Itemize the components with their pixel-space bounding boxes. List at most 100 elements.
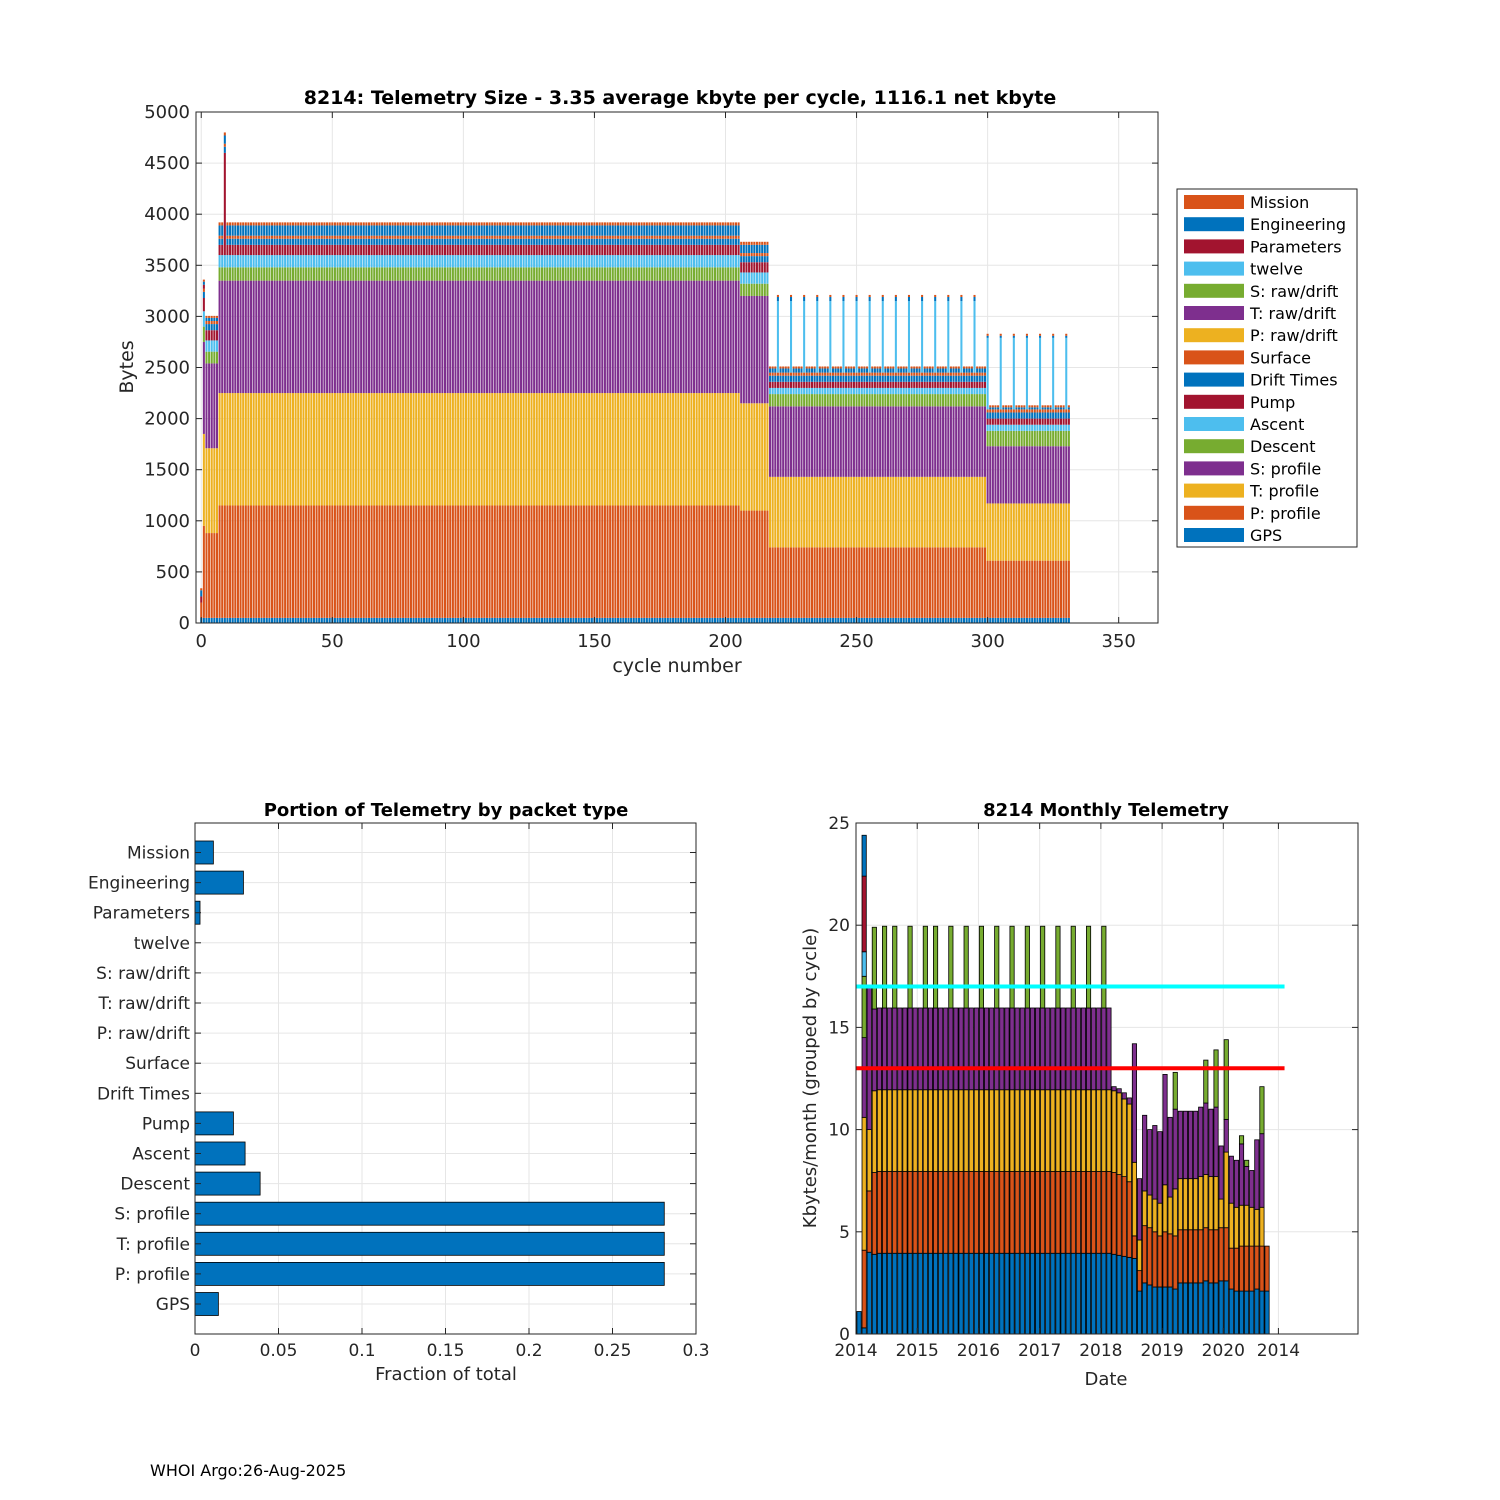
c1-bar-segment: [727, 238, 730, 245]
c1-bar-segment: [236, 617, 239, 623]
c1-bar-segment: [635, 505, 638, 618]
c1-bar-segment: [973, 387, 976, 395]
c1-bar-segment: [635, 255, 638, 268]
c1-bar-segment: [902, 381, 905, 388]
c1-bar-segment: [449, 267, 452, 281]
c1-bar-segment: [682, 222, 685, 226]
c1-bar-segment: [496, 255, 499, 268]
c1-bar-segment: [362, 255, 365, 268]
c1-bar-segment: [323, 235, 326, 239]
c3-bar-segment: [866, 986, 872, 1131]
c1-bar-segment: [763, 256, 766, 263]
c1-bar-segment: [713, 505, 717, 618]
c1-bar-segment: [391, 280, 394, 394]
c1-bar-segment: [824, 368, 827, 373]
c1-bar-segment: [1012, 409, 1015, 413]
c1-bar-segment: [525, 225, 528, 236]
c1-bar-segment: [1046, 430, 1049, 447]
c1-bar-segment: [886, 368, 890, 373]
c1-bar-segment: [1002, 560, 1005, 618]
c1-bar-segment: [509, 222, 512, 226]
c1-bar-segment: [242, 225, 245, 236]
c1-bar-segment: [986, 446, 989, 504]
c1-bar-segment: [491, 505, 494, 618]
c1-bar-segment: [755, 256, 758, 263]
c1-bar-segment: [934, 394, 937, 407]
c3-bar-segment: [953, 1252, 959, 1335]
c1-bar-segment: [291, 244, 295, 256]
c1-bar-segment: [485, 238, 488, 245]
c3-bar-segment: [1157, 1235, 1163, 1288]
c1-bar-segment: [669, 235, 672, 239]
c3-bar-segment: [1238, 1143, 1245, 1206]
c1-bar-segment: [341, 267, 344, 281]
c1-bar-segment: [596, 267, 599, 281]
c1-bar-segment: [598, 505, 601, 618]
c2-bar: [194, 1231, 665, 1256]
c1-bar-segment: [693, 505, 696, 618]
c1-bar-segment: [252, 505, 255, 618]
c1-bar-segment: [963, 372, 966, 376]
c3-bar-segment: [1075, 1171, 1081, 1254]
c1-bar-segment: [1052, 409, 1055, 413]
c1-bar-segment: [936, 372, 939, 376]
c1-bar-segment: [1057, 418, 1060, 425]
c1-bar-segment: [742, 244, 745, 254]
c1-bar-segment: [1062, 412, 1065, 419]
c1-bar-segment: [457, 505, 460, 618]
c1-bar-segment: [268, 393, 271, 506]
c1-bar-segment: [360, 235, 363, 239]
c1-bar-segment: [1031, 430, 1034, 447]
c1-bar-segment: [564, 222, 567, 226]
c1-bar-segment: [627, 238, 630, 245]
c1-bar-segment: [939, 368, 942, 373]
c1-bar-segment: [375, 617, 378, 623]
c1-bar-segment: [260, 244, 263, 256]
c1-bar-segment: [761, 272, 764, 284]
c1-bar-segment: [776, 381, 779, 388]
c1-bar-segment: [462, 255, 465, 268]
c1-bar-segment: [879, 406, 882, 477]
c1-bar-segment: [312, 235, 315, 239]
c1-bar-segment: [960, 476, 963, 548]
c1-bar-segment: [624, 505, 627, 618]
c1-bar-segment: [986, 335, 989, 338]
c1-bar-segment: [231, 505, 234, 618]
c1-bar-segment: [997, 407, 1000, 410]
c1-bar-segment: [845, 387, 848, 395]
c3-bar-segment: [1014, 1007, 1020, 1091]
c1-bar-segment: [360, 225, 363, 236]
c1-bar-segment: [221, 393, 224, 506]
c1-bar-segment: [383, 235, 386, 239]
c1-bar-segment: [580, 225, 583, 236]
c1-bar-segment: [884, 617, 887, 623]
c3-bar-segment: [1223, 1227, 1229, 1282]
c3-bar-segment: [917, 1171, 923, 1254]
c1-bar-segment: [894, 372, 897, 376]
c1-bar-segment: [236, 280, 239, 394]
c1-bar-segment: [302, 235, 305, 239]
c1-bar-segment: [734, 280, 738, 394]
c1-bar-segment: [936, 476, 939, 548]
c1-bar-segment: [255, 225, 258, 236]
c1-bar-segment: [328, 280, 331, 394]
c1-bar-segment: [892, 476, 895, 548]
c1-bar-segment: [816, 547, 819, 618]
c1-bar-segment: [834, 547, 837, 618]
c1-bar-segment: [388, 267, 391, 281]
c1-bar-segment: [682, 505, 685, 618]
c1-bar-segment: [297, 238, 300, 245]
c1-bar-segment: [774, 476, 777, 548]
c1-bar-segment: [611, 225, 614, 236]
c1-bar-segment: [436, 280, 439, 394]
c1-bar-segment: [412, 222, 415, 226]
c1-bar-segment: [845, 476, 848, 548]
c3-bar-segment: [1213, 1106, 1219, 1178]
c1-bar-segment: [349, 222, 352, 226]
c1-bar-segment: [1059, 424, 1063, 431]
c1-bar-segment: [485, 267, 488, 281]
c1-bar-segment: [546, 255, 549, 268]
c1-bar-segment: [732, 267, 735, 281]
c1-bar-segment: [776, 296, 779, 302]
c1-bar-segment: [354, 505, 357, 618]
